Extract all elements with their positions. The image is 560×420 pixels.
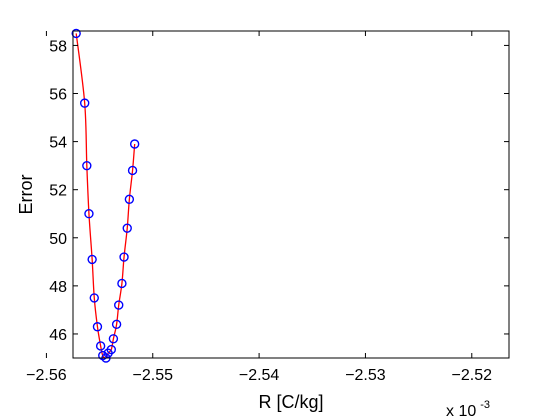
plot-frame [72,30,510,359]
data-point-0 [71,28,81,39]
x-tick-label-3: −2.53 [345,367,386,384]
data-point-16 [119,252,129,262]
y-tick-label-3: 52 [49,183,67,200]
data-point-15 [117,278,127,289]
data-point-20 [129,139,140,149]
data-point-1 [79,98,90,108]
y-tick-label-1: 48 [49,279,67,296]
data-point-12 [108,334,119,344]
data-point-2 [82,160,92,171]
x-axis-label: R [C/kg] [258,392,323,412]
x-tick-label-1: −2.55 [133,367,174,384]
x-axis-multiplier-exponent: -3 [480,399,490,411]
x-tick-label-2: −2.54 [239,367,280,384]
data-point-3 [84,209,94,219]
y-tick-label-4: 54 [49,135,67,152]
data-point-4 [87,254,97,265]
data-point-17 [122,223,132,233]
x-tick-label-4: −2.52 [452,367,493,384]
plot-area [71,28,140,363]
y-tick-label-2: 50 [49,231,67,248]
data-point-19 [127,165,138,176]
y-tick-label-5: 56 [49,87,67,104]
data-point-5 [89,293,99,303]
y-tick-label-6: 58 [49,38,67,55]
data-point-6 [92,322,103,332]
x-axis-multiplier: x 10 -3 [446,399,490,420]
data-point-7 [95,341,106,351]
fit-curve-0 [75,33,136,359]
data-point-18 [124,194,135,205]
x-axis-multiplier-base: x 10 [446,403,476,420]
x-tick-label-0: −2.56 [26,367,67,384]
data-point-11 [106,344,116,355]
y-axis-label: Error [16,174,36,214]
data-point-13 [111,319,122,330]
y-tick-label-0: 46 [49,327,67,344]
data-point-14 [114,300,124,310]
ticks: −2.56 −2.55 −2.54 −2.53 −2.52 46 48 50 52 54 56 58 [26,31,509,384]
